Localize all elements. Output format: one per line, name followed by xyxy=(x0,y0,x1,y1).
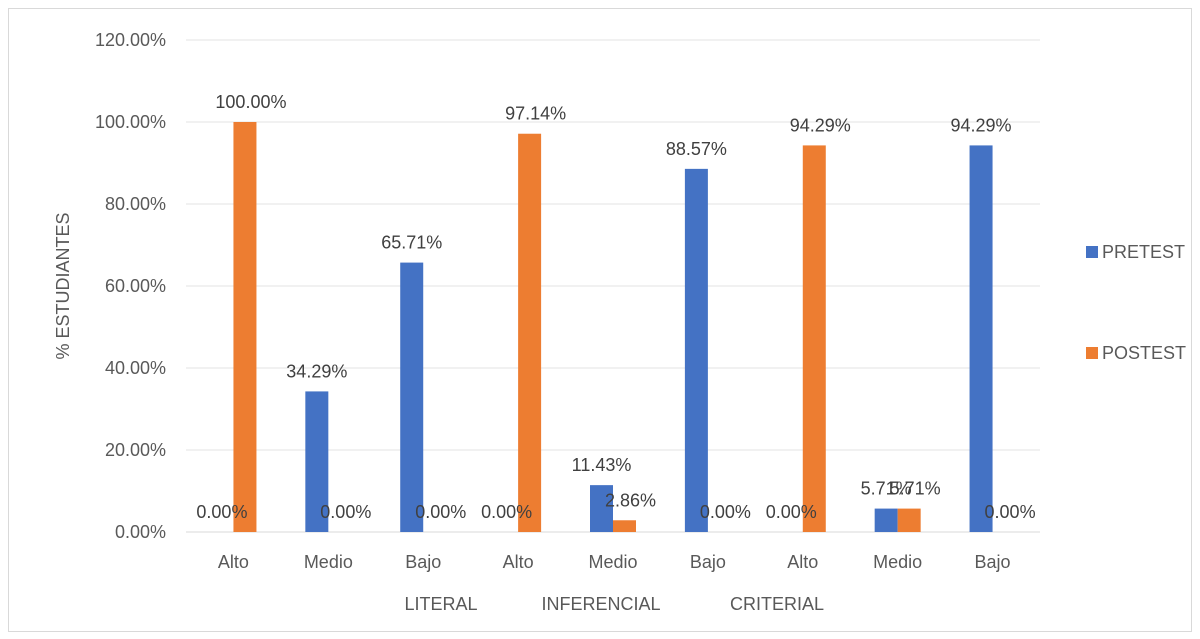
pretest-bar xyxy=(400,262,424,532)
pretest-data-label: 34.29% xyxy=(286,361,347,381)
postest-data-label: 0.00% xyxy=(320,502,371,522)
postest-data-label: 100.00% xyxy=(215,92,286,112)
postest-data-label: 0.00% xyxy=(985,502,1036,522)
y-tick-label: 0.00% xyxy=(115,522,166,542)
x-category-label: Medio xyxy=(588,552,637,572)
postest-bar xyxy=(233,122,257,532)
y-tick-label: 40.00% xyxy=(105,358,166,378)
pretest-data-label: 0.00% xyxy=(196,502,247,522)
pretest-data-label: 5.71% xyxy=(861,479,912,499)
y-tick-label: 60.00% xyxy=(105,276,166,296)
postest-data-label: 5.71% xyxy=(890,479,941,499)
y-tick-label: 20.00% xyxy=(105,440,166,460)
pretest-data-label: 0.00% xyxy=(766,502,817,522)
x-category-label: Medio xyxy=(304,552,353,572)
pretest-data-label: 0.00% xyxy=(481,502,532,522)
postest-bar xyxy=(518,133,542,532)
x-group-label: CRITERIAL xyxy=(730,594,824,614)
x-category-label: Bajo xyxy=(690,552,726,572)
y-axis-title: % ESTUDIANTES xyxy=(53,212,73,359)
postest-bar xyxy=(613,520,636,532)
postest-data-label: 0.00% xyxy=(700,502,751,522)
postest-legend-swatch xyxy=(1086,347,1098,359)
x-category-label: Alto xyxy=(787,552,818,572)
x-group-label: LITERAL xyxy=(404,594,477,614)
postest-bar xyxy=(897,508,921,532)
pretest-data-label: 88.57% xyxy=(666,139,727,159)
pretest-bar xyxy=(684,168,708,532)
x-category-label: Medio xyxy=(873,552,922,572)
postest-data-label: 94.29% xyxy=(790,115,851,135)
pretest-bar xyxy=(969,145,993,532)
postest-bar xyxy=(802,145,826,532)
postest-data-label: 2.86% xyxy=(605,490,656,510)
y-tick-label: 100.00% xyxy=(95,112,166,132)
pretest-legend-swatch xyxy=(1086,246,1098,258)
postest-data-label: 0.00% xyxy=(415,502,466,522)
pretest-bar xyxy=(874,508,898,532)
postest-legend-label: POSTEST xyxy=(1102,343,1186,363)
y-tick-label: 120.00% xyxy=(95,30,166,50)
pretest-data-label: 94.29% xyxy=(951,115,1012,135)
x-category-label: Bajo xyxy=(405,552,441,572)
pretest-legend-label: PRETEST xyxy=(1102,242,1185,262)
pretest-data-label: 11.43% xyxy=(572,455,632,475)
pretest-bar xyxy=(590,485,613,532)
pretest-bar xyxy=(305,391,329,532)
pretest-data-label: 65.71% xyxy=(381,233,442,253)
y-tick-label: 80.00% xyxy=(105,194,166,214)
x-group-label: INFERENCIAL xyxy=(541,594,660,614)
x-category-label: Alto xyxy=(503,552,534,572)
x-category-label: Bajo xyxy=(975,552,1011,572)
postest-data-label: 97.14% xyxy=(505,104,566,124)
x-category-label: Alto xyxy=(218,552,249,572)
